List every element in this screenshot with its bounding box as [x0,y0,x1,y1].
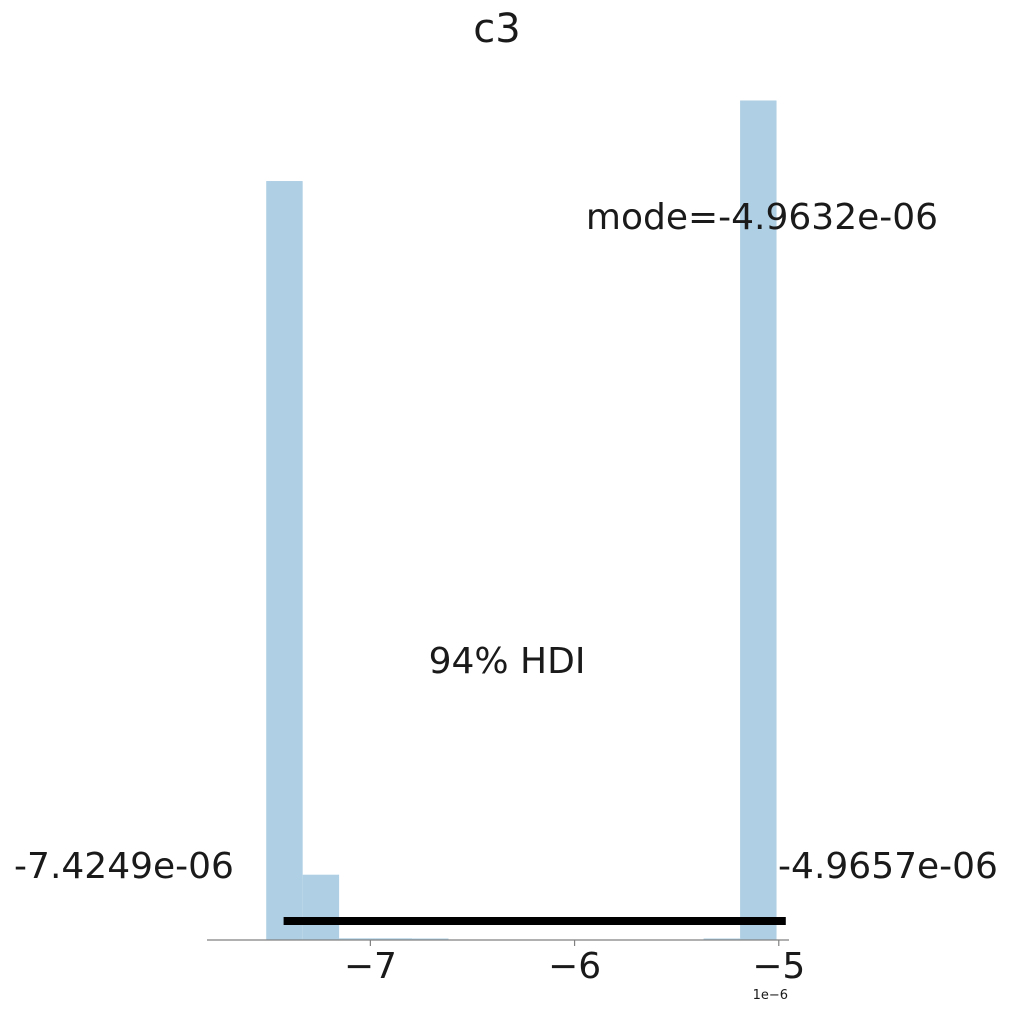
x-offset-label: 1e−6 [753,988,788,1003]
histogram-bar [302,874,340,940]
mode-label: mode=-4.9632e-06 [586,197,938,238]
x-tick-label: −6 [548,946,601,987]
x-tick-label: −7 [344,946,397,987]
x-ticks: −7 −6 −5 [344,940,805,987]
x-tick-label: −5 [752,946,805,987]
hdi-low-label: -7.4249e-06 [14,846,234,887]
histogram-bar [375,938,413,940]
histogram-bar [412,938,449,940]
histogram-bar [703,938,741,940]
histogram-bar [266,181,303,941]
hdi-high-label: -4.9657e-06 [778,846,998,887]
chart-title: c3 [473,6,520,52]
hdi-label: 94% HDI [429,641,586,682]
histogram-bar [339,938,376,940]
histogram-bars [266,100,777,941]
histogram-bar [740,100,777,941]
